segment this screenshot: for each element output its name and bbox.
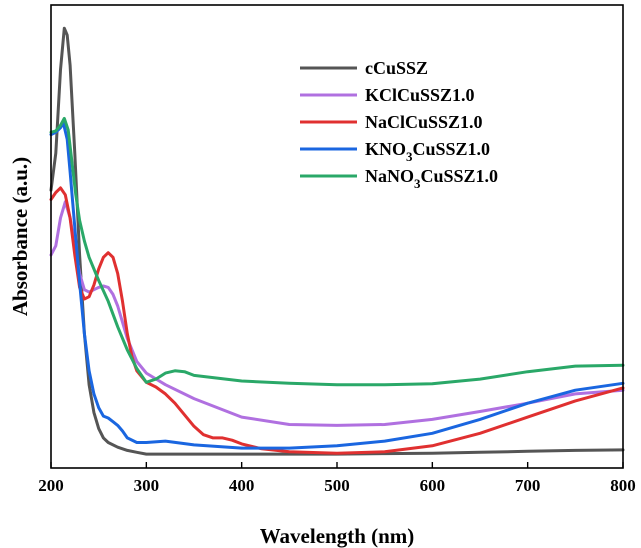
series-line-4 — [49, 116, 625, 387]
axis-ticks: 200 300 400 500 600 700 800 — [38, 462, 636, 495]
legend-label-3: KNO3CuSSZ1.0 — [365, 139, 490, 164]
series-line-2 — [49, 186, 625, 455]
legend-subscript: 3 — [406, 149, 413, 164]
legend-text: KNO — [365, 139, 406, 159]
x-tick-label: 700 — [515, 476, 541, 495]
legend-text: cCuSSZ — [365, 58, 428, 78]
x-tick-label: 500 — [324, 476, 350, 495]
series-line-3 — [49, 121, 625, 450]
legend-label-2: NaClCuSSZ1.0 — [365, 112, 483, 132]
x-tick-label: 400 — [229, 476, 255, 495]
plot-frame — [50, 4, 624, 469]
x-tick-label: 300 — [134, 476, 160, 495]
series-line-0 — [49, 26, 625, 456]
legend-subscript: 3 — [414, 176, 421, 191]
legend: cCuSSZKClCuSSZ1.0NaClCuSSZ1.0KNO3CuSSZ1.… — [300, 58, 498, 191]
legend-label-4: NaNO3CuSSZ1.0 — [365, 166, 498, 191]
legend-label-1: KClCuSSZ1.0 — [365, 85, 475, 105]
legend-label-0: cCuSSZ — [365, 58, 428, 78]
legend-text-rest: CuSSZ1.0 — [413, 139, 491, 159]
y-axis-label: Absorbance (a.u.) — [8, 157, 32, 316]
legend-text: NaNO — [365, 166, 414, 186]
plot-lines — [49, 26, 625, 456]
series-line-1 — [49, 200, 625, 427]
legend-text: NaClCuSSZ1.0 — [365, 112, 483, 132]
x-tick-label: 800 — [610, 476, 636, 495]
x-axis-label: Wavelength (nm) — [260, 524, 415, 548]
x-tick-label: 600 — [420, 476, 446, 495]
legend-text-rest: CuSSZ1.0 — [421, 166, 499, 186]
x-tick-label: 200 — [38, 476, 64, 495]
legend-text: KClCuSSZ1.0 — [365, 85, 475, 105]
